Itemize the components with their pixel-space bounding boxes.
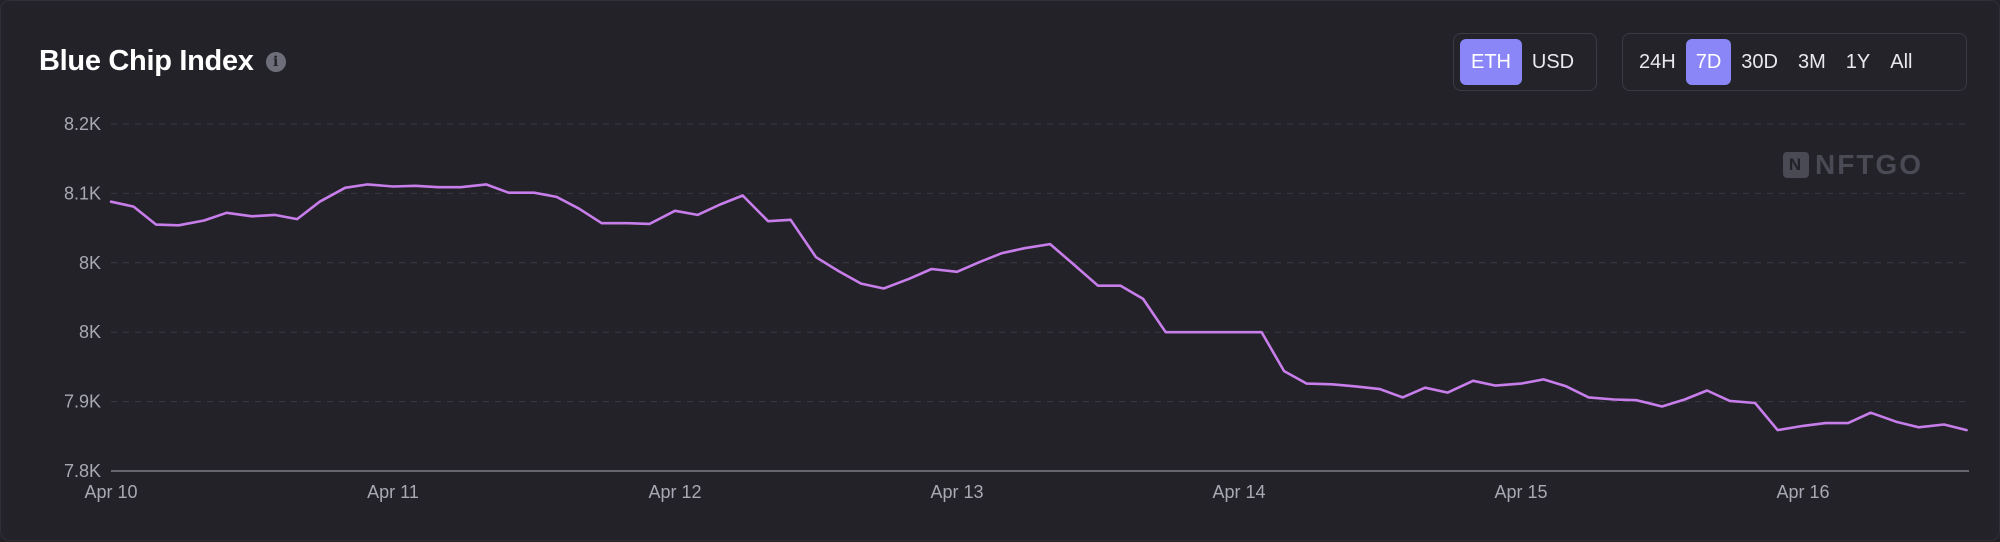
header: Blue Chip Index i <box>39 45 286 78</box>
range-option-7d[interactable]: 7D <box>1685 39 1732 85</box>
info-icon[interactable]: i <box>265 51 286 72</box>
currency-option-eth[interactable]: ETH <box>1460 39 1522 85</box>
time-range-toggle: 24H 7D 30D 3M 1Y All <box>1622 33 1967 91</box>
x-tick-label: Apr 15 <box>1494 482 1547 502</box>
nftgo-watermark: N NFTGO <box>1783 149 1923 181</box>
y-tick-label: 7.8K <box>64 461 101 481</box>
series-line <box>109 183 1968 432</box>
y-tick-label: 8K <box>79 253 101 273</box>
x-tick-label: Apr 12 <box>648 482 701 502</box>
y-tick-label: 8.2K <box>64 114 101 134</box>
x-tick-label: Apr 16 <box>1776 482 1829 502</box>
page-title: Blue Chip Index <box>39 45 254 77</box>
range-option-all[interactable]: All <box>1890 50 1913 73</box>
y-tick-label: 8K <box>79 322 101 342</box>
x-tick-label: Apr 14 <box>1212 482 1265 502</box>
range-option-1y[interactable]: 1Y <box>1845 50 1871 73</box>
y-tick-label: 7.9K <box>64 392 101 412</box>
currency-toggle: ETH USD <box>1453 33 1597 91</box>
x-tick-label: Apr 10 <box>84 482 137 502</box>
currency-option-usd[interactable]: USD <box>1531 50 1575 73</box>
x-tick-label: Apr 13 <box>930 482 983 502</box>
range-option-3m[interactable]: 3M <box>1797 50 1826 73</box>
nftgo-logo-icon: N <box>1783 152 1809 178</box>
y-tick-label: 8.1K <box>64 183 101 203</box>
watermark-text: NFTGO <box>1815 149 1923 180</box>
range-option-24h[interactable]: 24H <box>1639 50 1676 73</box>
x-tick-label: Apr 11 <box>367 482 419 502</box>
range-option-30d[interactable]: 30D <box>1741 50 1778 73</box>
